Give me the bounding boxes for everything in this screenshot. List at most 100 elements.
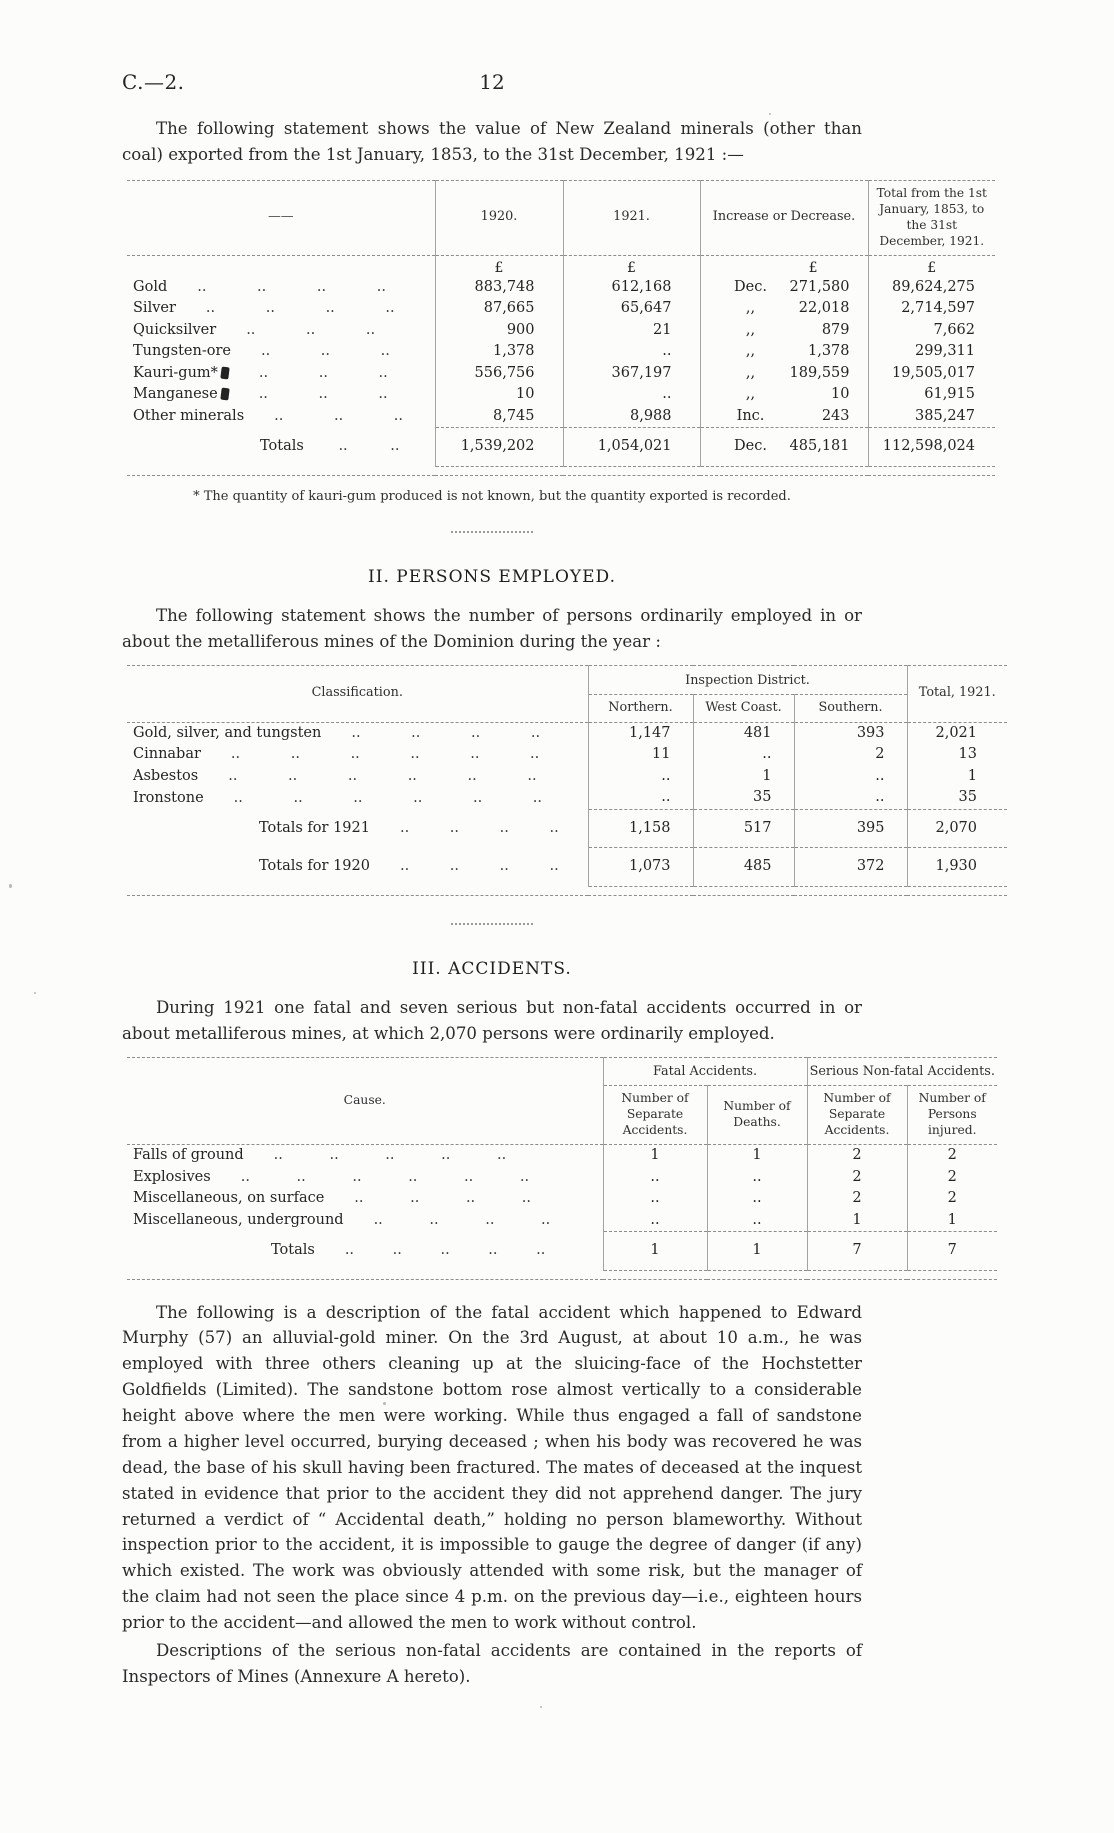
table-row: Tungsten-ore .. .. .. 1,378..,, 1,378 299,31…	[127, 341, 995, 363]
section3-heading: III. ACCIDENTS.	[412, 958, 572, 979]
table-row: Miscellaneous, underground .. .. .. .....…	[127, 1209, 997, 1232]
spacer-cell	[127, 886, 1007, 895]
southern-cell: 393	[793, 722, 907, 745]
row-label: Manganese	[133, 386, 218, 403]
change-value: 10	[831, 386, 850, 403]
spacer-cell	[127, 255, 435, 277]
value-cell: ..	[602, 1166, 707, 1189]
total-cell: 13	[906, 744, 1007, 766]
col-header-change: Increase or Decrease.	[699, 180, 868, 256]
row-label-cell: Silver .. .. .. ..	[127, 298, 435, 320]
row-label: Other minerals	[133, 408, 245, 424]
change-value: 1,378	[807, 343, 850, 360]
leader-dots: .. .. .. ..	[373, 1211, 551, 1228]
col-header-total: Total from the 1st January, 1853, to the…	[867, 180, 995, 256]
change-value: 189,559	[789, 364, 850, 381]
west-coast-cell: 485	[692, 847, 794, 887]
value-cell: 1	[602, 1144, 707, 1167]
southern-cell: 2	[793, 744, 907, 766]
change-prefix: ,,	[745, 386, 756, 403]
table-row: Kauri-gum* .. .. .. 556,756 367,197,, 189,55…	[127, 362, 995, 385]
value-cell: 2	[906, 1166, 997, 1189]
minerals-totals-group: Totals .. .. 1,539,202 1,054,021 Dec. 48…	[127, 427, 995, 476]
table-row: Gold .. .. .. .. 883,748 612,168 Dec. 271,580…	[127, 276, 995, 299]
change-cell: Dec. 271,580	[699, 276, 868, 299]
totals-row: Totals for 1920 .. .. .. .. 1,073 485 372 1,9…	[127, 847, 1007, 887]
total-cell: 2,714,597	[867, 298, 995, 320]
col-header-fatal-separate-accidents: Number of Separate Accidents.	[602, 1085, 707, 1146]
total-cell: 61,915	[867, 384, 995, 406]
accidents-totals-row: Totals.. .. .. .. .. 1 1 7 7	[127, 1231, 997, 1271]
annexure-note-paragraph: Descriptions of the serious non-fatal ac…	[122, 1640, 862, 1686]
value-cell: 1	[706, 1144, 807, 1167]
row-label-cell: Falls of ground .. .. .. .. ..	[127, 1145, 603, 1167]
value-cell: 1,378	[434, 341, 563, 363]
spacer-cell	[127, 466, 995, 475]
col-header-total-1921: Total, 1921.	[906, 665, 1007, 723]
scan-speck	[9, 884, 12, 888]
leader-dots: .. .. .. .. .. ..	[230, 746, 540, 763]
value-cell: 883,748	[434, 276, 563, 299]
currency-symbol: £	[867, 255, 995, 277]
doc-reference: C.—2.	[122, 70, 185, 94]
persons-table-body: Gold, silver, and tungsten.. .. .. .. 1,1…	[127, 722, 1007, 810]
row-label-cell: Gold .. .. .. ..	[127, 277, 435, 299]
value-cell: 1	[602, 1231, 707, 1271]
west-coast-cell: 481	[692, 722, 794, 745]
value-cell: 1	[806, 1209, 907, 1232]
row-label: Miscellaneous, on surface	[133, 1190, 325, 1207]
leader-dots: .. .. ..	[258, 386, 388, 403]
value-cell: 87,665	[434, 298, 563, 320]
section2-intro: The following statement shows the number…	[122, 605, 862, 651]
west-coast-cell: 1	[692, 765, 794, 788]
change-value: 485,181	[789, 438, 850, 455]
col-header-deaths: Number of Deaths.	[706, 1085, 807, 1146]
subheader-row: Northern. West Coast. Southern.	[127, 694, 1007, 723]
row-label: Miscellaneous, underground	[133, 1211, 344, 1228]
leader-dots: .. .. .. .. ..	[344, 1242, 546, 1259]
row-label: Totals for 1920	[259, 858, 370, 875]
change-cell: ,, 879	[699, 319, 868, 342]
west-coast-cell: ..	[692, 744, 794, 766]
table-row: Miscellaneous, on surface .. .. .. ......…	[127, 1188, 997, 1210]
leader-dots: .. .. ..	[258, 364, 388, 381]
value-cell: 2	[806, 1166, 907, 1189]
change-cell: ,, 10	[699, 384, 868, 406]
total-cell: 7,662	[867, 319, 995, 342]
total-cell: 1	[906, 765, 1007, 788]
table-row: Asbestos.. .. .. .. .. .... 1.. 1	[127, 765, 1007, 788]
row-label-cell: Manganese .. .. ..	[127, 384, 435, 406]
row-label: Asbestos	[133, 767, 199, 784]
change-prefix: Inc.	[736, 407, 765, 424]
total-cell: 89,624,275	[867, 276, 995, 299]
leader-dots: .. ..	[338, 438, 400, 455]
row-label-cell: Miscellaneous, underground .. .. .. ..	[127, 1210, 603, 1232]
value-cell: 2	[806, 1144, 907, 1167]
value-cell: 7	[806, 1231, 907, 1271]
change-cell: ,, 189,559	[699, 362, 868, 385]
northern-cell: 11	[587, 744, 693, 766]
row-label: Totals	[260, 438, 304, 455]
table-row: Cinnabar .. .. .. .. .. .. 11.. 2 13	[127, 744, 1007, 766]
row-label: Silver	[133, 300, 176, 317]
row-label: Gold	[133, 278, 168, 295]
change-prefix: ,,	[745, 321, 756, 338]
col-header-classification: Classification.	[127, 665, 588, 723]
table-row: Explosives.. .. .. .. .. ...... 2 2	[127, 1166, 997, 1189]
table-row: Other minerals .. .. .. 8,745 8,988 Inc. 243 3…	[127, 405, 995, 428]
persons-totals-group: Totals for 1921 .. .. .. .. 1,158 517 395 2,0…	[127, 808, 1007, 887]
col-header-northern: Northern.	[587, 694, 693, 723]
west-coast-cell: 35	[692, 787, 794, 810]
row-label: Cinnabar	[133, 746, 201, 763]
row-label-cell: Other minerals .. .. ..	[127, 406, 435, 428]
row-label: Kauri-gum*	[133, 364, 218, 381]
change-cell: ,, 1,378	[699, 341, 868, 363]
leader-dots: .. .. ..	[260, 343, 390, 360]
leader-dots: .. .. .. .. .. ..	[240, 1168, 530, 1185]
leader-dots: .. .. ..	[246, 321, 376, 338]
section2-heading: II. PERSONS EMPLOYED.	[368, 566, 616, 587]
persons-table-header: Classification. Inspection District. Tot…	[127, 665, 1007, 723]
value-cell: ..	[706, 1166, 807, 1189]
table-row: Silver .. .. .. .. 87,665 65,647,, 22,018 2,7…	[127, 298, 995, 320]
row-label: Ironstone	[133, 789, 204, 806]
